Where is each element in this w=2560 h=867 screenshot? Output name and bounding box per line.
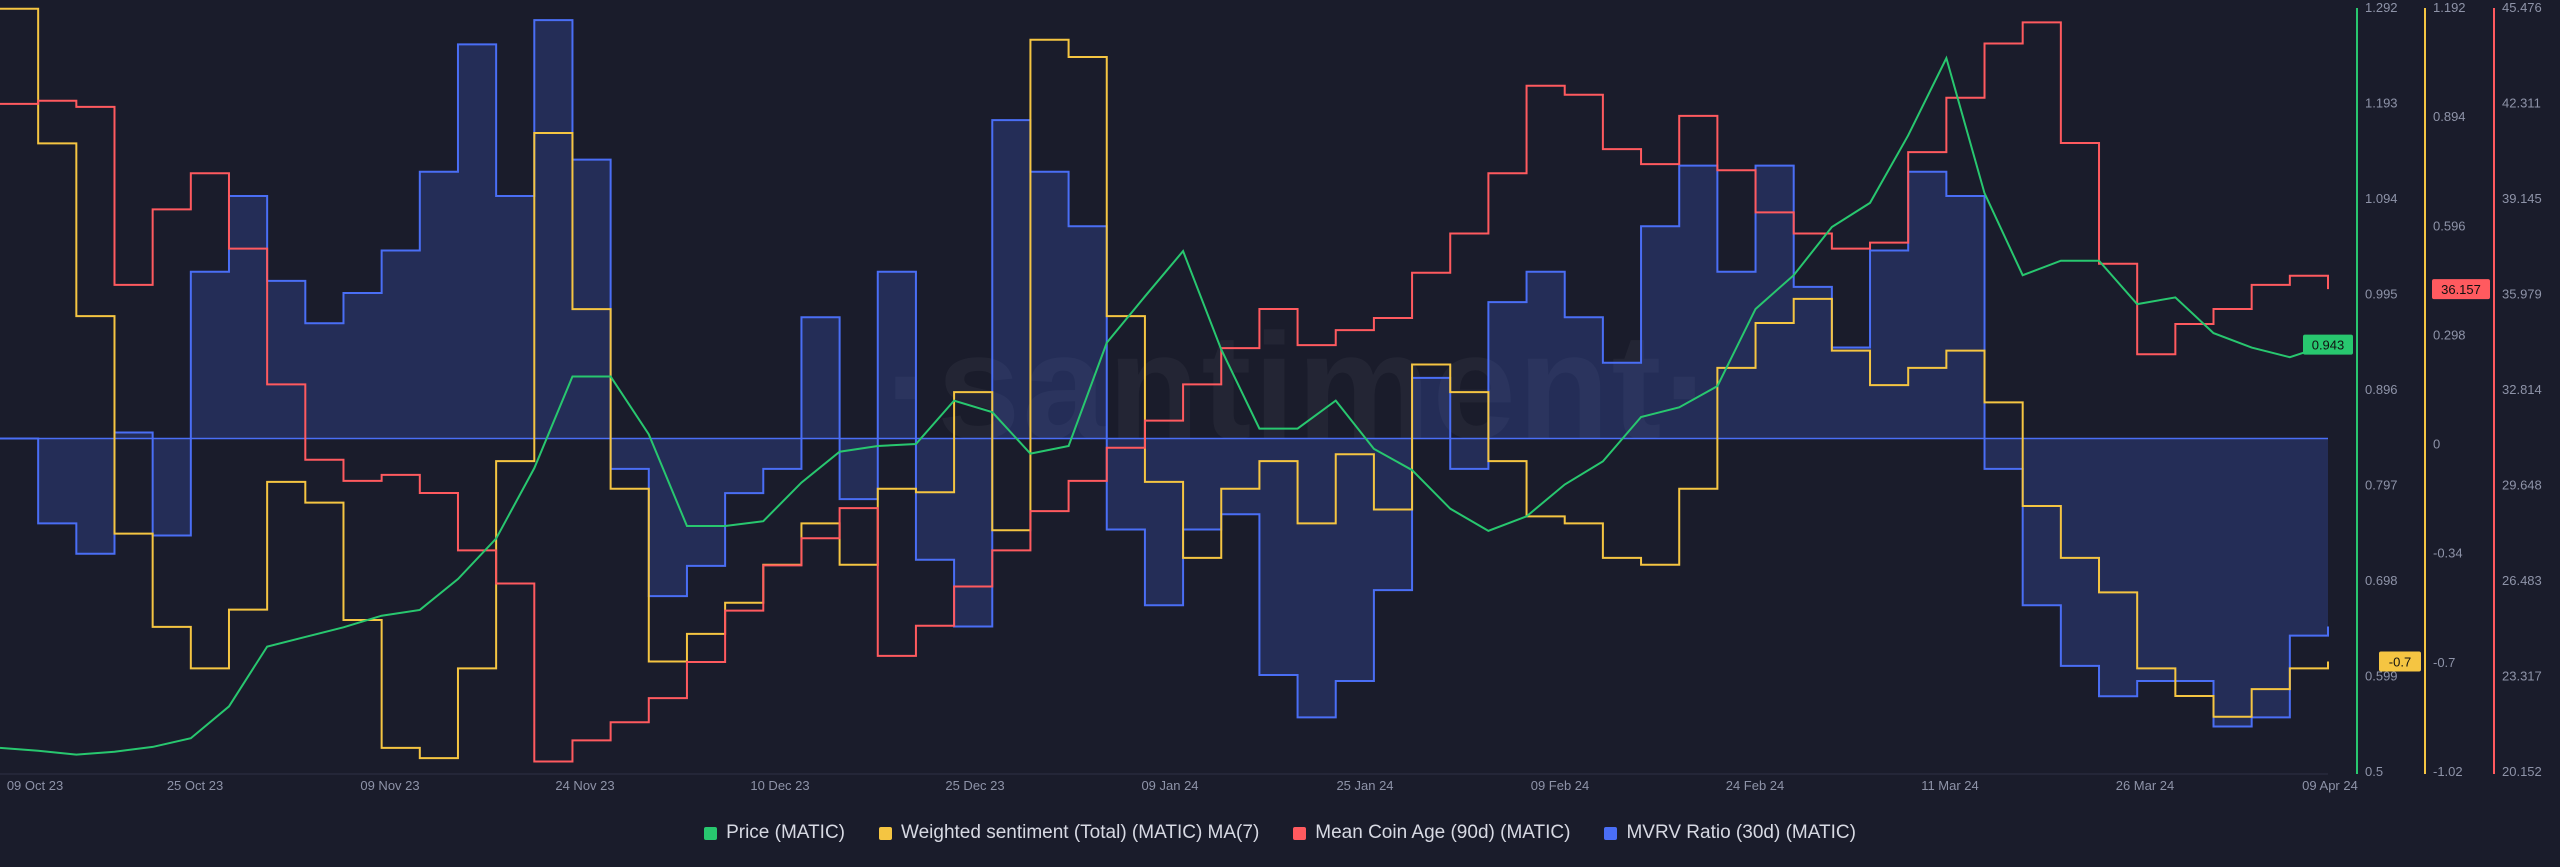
- coinage-tick-label: 42.311: [2502, 96, 2541, 111]
- price-tick-label: 1.292: [2365, 0, 2398, 15]
- coinage-tick-label: 23.317: [2502, 669, 2542, 684]
- sentiment-tick-label: -0.7: [2433, 655, 2455, 670]
- x-tick-label: 25 Jan 24: [1336, 778, 1393, 793]
- x-tick-label: 09 Feb 24: [1531, 778, 1590, 793]
- x-tick-label: 10 Dec 23: [750, 778, 809, 793]
- coinage-tick-label: 45.476: [2502, 0, 2542, 15]
- legend-label: Mean Coin Age (90d) (MATIC): [1315, 822, 1571, 843]
- legend-label: MVRV Ratio (30d) (MATIC): [1626, 822, 1856, 843]
- legend-swatch: [704, 826, 718, 840]
- legend-item-price[interactable]: Price (MATIC): [704, 822, 845, 844]
- sentiment-current-value: -0.7: [2389, 654, 2411, 669]
- sentiment-current-badge: [2379, 651, 2421, 672]
- sentiment-tick-label: 0.298: [2433, 327, 2466, 342]
- x-tick-label: 25 Dec 23: [945, 778, 1004, 793]
- x-tick-label: 09 Jan 24: [1141, 778, 1198, 793]
- legend-item-sentiment[interactable]: Weighted sentiment (Total) (MATIC) MA(7): [879, 822, 1259, 844]
- sentiment-tick-label: -0.34: [2433, 546, 2463, 561]
- price-tick-label: 0.698: [2365, 573, 2398, 588]
- x-tick-label: 09 Nov 23: [360, 778, 419, 793]
- price-tick-label: 1.193: [2365, 96, 2398, 111]
- sentiment-tick-label: 0: [2433, 437, 2440, 452]
- legend-swatch: [879, 826, 892, 840]
- sentiment-tick-label: 0.596: [2433, 218, 2466, 233]
- santiment-watermark: ·santiment·: [885, 300, 1715, 473]
- coin-age-line: [0, 21, 2329, 763]
- price-tick-label: 1.094: [2365, 191, 2398, 206]
- mvrv-area: [0, 20, 2328, 727]
- chart-legend: Price (MATIC) Weighted sentiment (Total)…: [0, 818, 2560, 848]
- price-tick-label: 0.599: [2365, 669, 2398, 684]
- price-tick-label: 0.5: [2365, 764, 2383, 779]
- coinage-current-badge: [2432, 279, 2490, 300]
- x-tick-label: 09 Apr 24: [2302, 778, 2358, 793]
- coinage-current-value: 36.157: [2441, 282, 2481, 297]
- x-tick-label: 24 Feb 24: [1726, 778, 1785, 793]
- sentiment-tick-label: -1.02: [2433, 764, 2463, 779]
- mvrv-line: [0, 19, 2329, 728]
- sentiment-line: [0, 7, 2329, 760]
- coinage-tick-label: 20.152: [2502, 764, 2542, 779]
- legend-swatch: [1293, 826, 1307, 840]
- sentiment-tick-label: 0.894: [2433, 109, 2466, 124]
- coinage-tick-label: 29.648: [2502, 478, 2542, 493]
- legend-label: Price (MATIC): [726, 822, 845, 843]
- coinage-tick-label: 32.814: [2502, 382, 2542, 397]
- coinage-tick-label: 39.145: [2502, 191, 2542, 206]
- legend-item-mvrv[interactable]: MVRV Ratio (30d) (MATIC): [1604, 822, 1856, 844]
- x-tick-label: 26 Mar 24: [2116, 778, 2175, 793]
- x-tick-label: 11 Mar 24: [1921, 778, 1979, 793]
- legend-item-coin-age[interactable]: Mean Coin Age (90d) (MATIC): [1293, 822, 1570, 844]
- price-current-value: 0.943: [2312, 338, 2345, 353]
- sentiment-tick-label: 1.192: [2433, 0, 2466, 15]
- legend-swatch: [1604, 826, 1618, 840]
- x-tick-label: 25 Oct 23: [167, 778, 223, 793]
- legend-label: Weighted sentiment (Total) (MATIC) MA(7): [901, 822, 1260, 843]
- x-tick-label: 09 Oct 23: [7, 778, 63, 793]
- coinage-tick-label: 35.979: [2502, 287, 2542, 302]
- price-current-badge: [2303, 334, 2353, 355]
- coinage-tick-label: 26.483: [2502, 573, 2542, 588]
- price-tick-label: 0.896: [2365, 382, 2398, 397]
- price-tick-label: 0.797: [2365, 478, 2398, 493]
- price-tick-label: 0.995: [2365, 287, 2398, 302]
- price-line: [0, 55, 2329, 756]
- x-tick-label: 24 Nov 23: [555, 778, 614, 793]
